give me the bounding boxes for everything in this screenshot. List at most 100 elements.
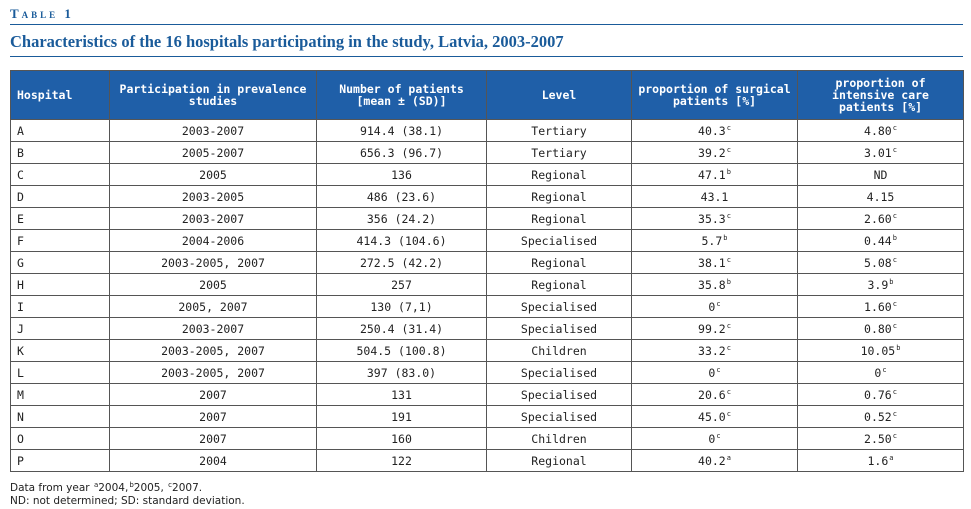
cell-surgical-value: 47.1	[698, 167, 726, 182]
cell-surgical: 40.3c	[631, 119, 798, 142]
footnote-line-1: Data from year a2004,b2005, c2007.	[10, 480, 245, 495]
cell-icu-value: 1.60	[864, 299, 892, 314]
cell-patients-value: 160	[391, 431, 412, 446]
cell-surgical-value: 35.3	[698, 211, 726, 226]
cell-participation: 2003-2007	[109, 119, 317, 142]
footnote-marker: c	[892, 431, 897, 440]
cell-participation: 2007	[109, 383, 317, 406]
cell-level-value: Tertiary	[531, 123, 587, 138]
cell-level: Children	[486, 339, 632, 362]
cell-participation-value: 2005	[199, 277, 227, 292]
cell-surgical: 43.1	[631, 185, 798, 208]
table-body: A 2003-2007 914.4 (38.1) Tertiary 40.3c 4.80c…	[10, 119, 964, 472]
cell-icu-value: 0	[874, 365, 882, 380]
cell-icu-value: 0.52	[864, 409, 892, 424]
cell-patients-value: 914.4 (38.1)	[359, 123, 444, 138]
cell-icu: 0.76c	[797, 383, 964, 406]
cell-hospital-value: D	[17, 189, 24, 204]
footnote-marker: a	[726, 453, 731, 462]
cell-patients: 122	[316, 449, 487, 472]
cell-icu-value: 0.44	[864, 233, 892, 248]
cell-level: Specialised	[486, 317, 632, 340]
cell-level-value: Specialised	[520, 365, 598, 380]
cell-participation-value: 2004-2006	[181, 233, 245, 248]
cell-participation-value: 2005	[199, 167, 227, 182]
footnote-marker: b	[892, 233, 897, 242]
cell-level-value: Children	[531, 343, 587, 358]
cell-patients-value: 414.3 (104.6)	[356, 233, 447, 248]
footnote-marker: c	[892, 211, 897, 220]
cell-surgical-value: 45.0	[698, 409, 726, 424]
footnote-marker: b	[889, 277, 894, 286]
cell-participation-value: 2007	[199, 431, 227, 446]
footnote-marker: b	[726, 167, 731, 176]
cell-hospital: O	[10, 427, 110, 450]
table-row: H 2005 257 Regional 35.8b 3.9b	[10, 273, 964, 296]
cell-level: Children	[486, 427, 632, 450]
hospitals-table: Hospital Participation in prevalence stu…	[10, 70, 964, 472]
cell-surgical: 35.8b	[631, 273, 798, 296]
table-row: J 2003-2007 250.4 (31.4) Specialised 99.2c 0.…	[10, 317, 964, 340]
cell-surgical-value: 0	[708, 431, 716, 446]
cell-level: Regional	[486, 163, 632, 186]
cell-icu: 1.6a	[797, 449, 964, 472]
cell-patients: 160	[316, 427, 487, 450]
cell-icu-value: 5.08	[864, 255, 892, 270]
cell-patients-value: 130 (7,1)	[370, 299, 433, 314]
cell-icu-value: 1.6	[867, 453, 889, 468]
footnote-line-2: ND: not determined; SD: standard deviati…	[10, 495, 245, 507]
cell-participation-value: 2003-2007	[181, 211, 245, 226]
cell-icu: 10.05b	[797, 339, 964, 362]
cell-level: Specialised	[486, 383, 632, 406]
footnote-marker: c	[726, 123, 731, 132]
cell-patients-value: 136	[391, 167, 412, 182]
cell-hospital-value: M	[17, 387, 24, 402]
cell-level-value: Regional	[531, 277, 587, 292]
cell-hospital-value: E	[17, 211, 24, 226]
cell-icu: 3.9b	[797, 273, 964, 296]
cell-participation: 2005-2007	[109, 141, 317, 164]
column-header-hospital: Hospital	[10, 70, 110, 120]
cell-surgical: 38.1c	[631, 251, 798, 274]
table-row: P 2004 122 Regional 40.2a 1.6a	[10, 449, 964, 472]
cell-level-value: Specialised	[520, 299, 598, 314]
table-header-row: Hospital Participation in prevalence stu…	[10, 70, 964, 120]
cell-surgical-value: 0	[708, 365, 716, 380]
footnote-mark-b: b	[129, 480, 134, 489]
cell-participation: 2003-2005	[109, 185, 317, 208]
cell-surgical-value: 35.8	[698, 277, 726, 292]
cell-icu-value: 2.50	[864, 431, 892, 446]
cell-surgical: 33.2c	[631, 339, 798, 362]
cell-patients-value: 504.5 (100.8)	[356, 343, 447, 358]
column-header-surgical: proportion of surgical patients [%]	[631, 70, 798, 120]
cell-participation-value: 2003-2005, 2007	[161, 255, 265, 270]
cell-hospital: L	[10, 361, 110, 384]
cell-hospital: P	[10, 449, 110, 472]
cell-participation-value: 2003-2007	[181, 123, 245, 138]
footnote-marker: c	[726, 343, 731, 352]
cell-level-value: Regional	[531, 211, 587, 226]
cell-surgical: 0c	[631, 427, 798, 450]
cell-level: Tertiary	[486, 141, 632, 164]
cell-hospital: I	[10, 295, 110, 318]
table-row: C 2005 136 Regional 47.1b ND	[10, 163, 964, 186]
cell-hospital-value: I	[17, 299, 24, 314]
cell-icu: 0.44b	[797, 229, 964, 252]
footnote-marker: c	[716, 299, 721, 308]
cell-participation-value: 2005-2007	[181, 145, 245, 160]
cell-icu: 2.60c	[797, 207, 964, 230]
cell-level-value: Regional	[531, 255, 587, 270]
cell-icu-value: 0.80	[864, 321, 892, 336]
cell-patients: 250.4 (31.4)	[316, 317, 487, 340]
cell-patients: 356 (24.2)	[316, 207, 487, 230]
cell-patients: 191	[316, 405, 487, 428]
column-header-level: Level	[486, 70, 632, 120]
cell-participation: 2003-2007	[109, 317, 317, 340]
cell-icu-value: 0.76	[864, 387, 892, 402]
cell-surgical: 39.2c	[631, 141, 798, 164]
footnote-mark-a: a	[93, 480, 99, 489]
cell-surgical-value: 39.2	[698, 145, 726, 160]
cell-icu: ND	[797, 163, 964, 186]
footnote-marker: a	[889, 453, 894, 462]
top-divider	[10, 24, 963, 25]
